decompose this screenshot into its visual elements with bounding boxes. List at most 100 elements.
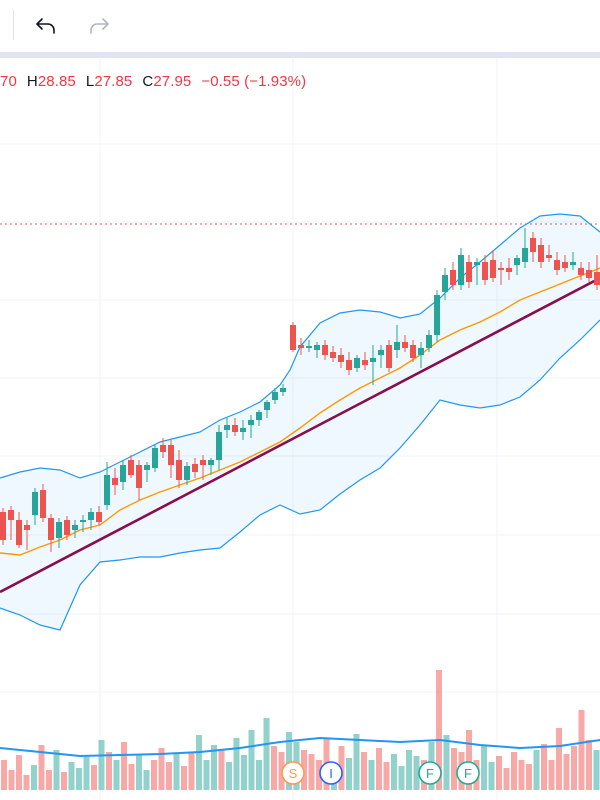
candle-body	[168, 445, 174, 465]
candle-body	[474, 262, 480, 265]
candle	[256, 410, 262, 426]
event-marker-circle	[319, 761, 343, 785]
event-marker-s[interactable]: S	[281, 761, 305, 785]
event-marker-f[interactable]: F	[456, 761, 480, 785]
candle-body	[96, 512, 102, 522]
volume-bar	[46, 770, 52, 790]
volume-bar	[218, 750, 225, 790]
band-basis-line	[0, 267, 600, 556]
event-marker-f[interactable]: F	[418, 761, 442, 785]
candle-body	[450, 270, 456, 285]
candle-body	[578, 268, 584, 275]
candle	[554, 252, 560, 275]
top-toolbar	[0, 0, 600, 52]
chart-grid	[0, 58, 600, 800]
candle	[482, 255, 488, 285]
low-label: L	[85, 73, 95, 90]
candle	[530, 232, 536, 262]
candle	[272, 388, 278, 404]
volume-bar	[151, 760, 157, 790]
candle-body	[490, 260, 496, 278]
redo-button[interactable]	[84, 11, 114, 41]
candle-body	[160, 445, 166, 452]
candle-body	[80, 520, 86, 522]
trendline-segment	[0, 276, 600, 594]
candle-body	[418, 348, 424, 355]
volume-bar	[83, 757, 90, 790]
volume-bar	[8, 770, 15, 790]
redo-arrow-icon	[90, 18, 109, 34]
candle-body	[586, 270, 592, 278]
candle-body	[88, 512, 94, 520]
candle-body	[16, 520, 22, 545]
candle	[362, 352, 368, 370]
candle-body	[306, 346, 312, 348]
candle-body	[570, 262, 576, 265]
volume-bar	[466, 730, 472, 790]
volume-bar	[578, 710, 585, 790]
candle-body	[386, 345, 392, 368]
candle	[88, 508, 94, 530]
event-marker-i[interactable]: I	[319, 761, 343, 785]
volume-bar	[241, 755, 247, 790]
volume-bar	[61, 772, 67, 790]
candle-body	[562, 262, 568, 268]
high-value: 28.85	[37, 73, 76, 90]
candle	[248, 415, 254, 438]
volume-bar	[181, 766, 187, 790]
candle-body	[538, 245, 544, 262]
volume-bar	[593, 750, 600, 790]
open-value: 70	[0, 73, 17, 90]
ohlc-legend: 70 H28.85 L27.85 C27.95 −0.55 (−1.93%)	[0, 73, 306, 90]
candle-body	[362, 360, 368, 365]
candle-body	[290, 325, 296, 350]
close-value: 27.95	[153, 73, 192, 90]
candle	[586, 262, 592, 282]
volume-bar	[451, 748, 457, 790]
candle-body	[192, 464, 198, 472]
candle-body	[530, 238, 536, 252]
candle-body	[458, 255, 464, 285]
volume-bar	[113, 760, 120, 790]
candle	[322, 340, 328, 360]
candle-body	[136, 465, 142, 488]
volume-bar	[128, 764, 135, 790]
volume-bar	[23, 775, 30, 790]
volume-bar	[136, 755, 142, 790]
candle	[96, 506, 102, 525]
candle-body	[370, 358, 376, 362]
candle	[410, 340, 416, 362]
candle-body	[176, 460, 182, 480]
candle	[458, 248, 464, 290]
candle	[290, 322, 296, 352]
candle-body	[56, 522, 62, 538]
candle	[418, 342, 424, 368]
change-value: −0.55	[201, 73, 240, 90]
candle-body	[112, 478, 118, 485]
undo-button[interactable]	[31, 11, 61, 41]
candle-body	[232, 425, 238, 432]
candle	[216, 425, 222, 470]
candle	[354, 355, 360, 372]
candle-body	[506, 268, 512, 272]
volume-bar	[316, 760, 322, 790]
event-marker-circle	[281, 761, 305, 785]
candle	[40, 484, 46, 522]
volume-bar	[203, 760, 210, 790]
candle	[104, 462, 110, 510]
candle-body	[256, 412, 262, 420]
volume-bar	[143, 770, 150, 790]
candle-body	[272, 392, 278, 400]
event-marker-circle	[456, 761, 480, 785]
candle	[240, 420, 246, 440]
candle	[192, 458, 198, 478]
candle-body	[72, 525, 78, 530]
candle	[298, 338, 304, 355]
candle-body	[402, 342, 408, 348]
volume-bar	[158, 748, 165, 790]
candle	[338, 348, 344, 368]
trendline[interactable]	[0, 276, 600, 594]
candle	[514, 255, 520, 275]
